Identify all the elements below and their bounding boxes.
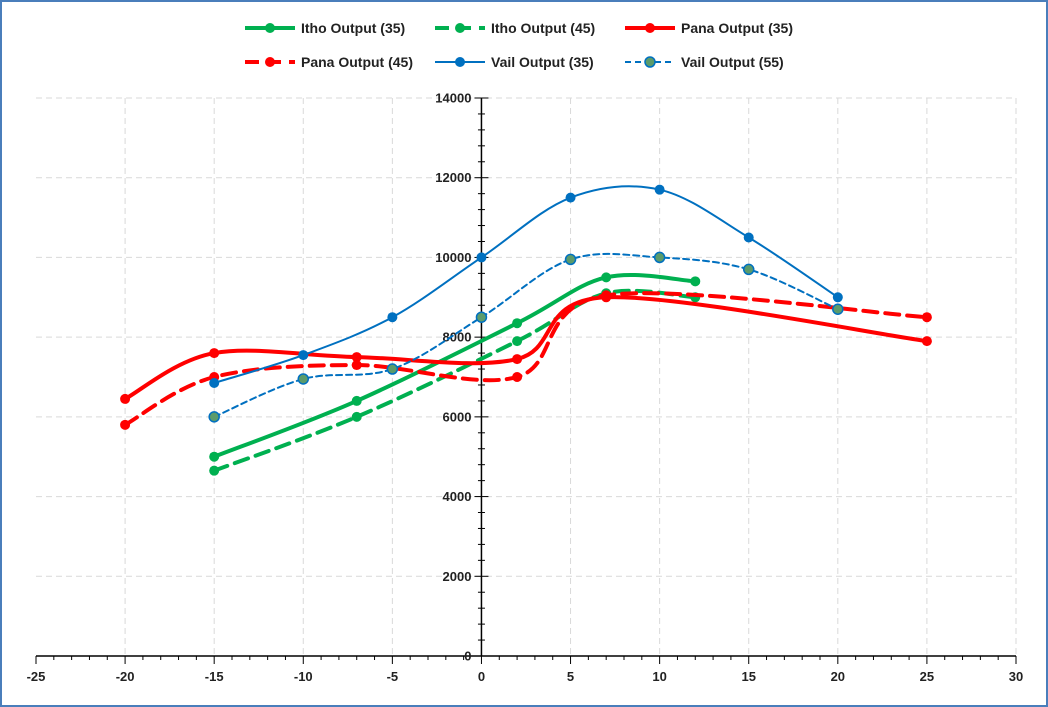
y-tick-label: 14000 — [435, 91, 471, 106]
legend-item-0: Itho Output (35) — [245, 20, 405, 36]
x-tick-label: -10 — [294, 669, 313, 684]
data-point — [475, 311, 488, 323]
data-point — [386, 363, 399, 375]
series-line — [212, 273, 698, 459]
data-point — [209, 465, 220, 476]
data-point — [297, 373, 310, 385]
data-point — [512, 354, 523, 365]
data-point — [476, 252, 487, 263]
legend-label: Vail Output (55) — [681, 54, 784, 70]
series-0 — [209, 272, 701, 462]
data-point — [209, 451, 220, 462]
tick-labels: -25 -20 -15 -10 -5 0 5 10 15 20 25 30 0 2000 4000 6000 8… — [27, 91, 1024, 685]
data-point — [351, 352, 362, 363]
x-tick-label: -15 — [205, 669, 224, 684]
data-point — [298, 350, 309, 361]
data-point — [653, 251, 666, 264]
data-point — [351, 395, 362, 406]
x-tick-label: 0 — [478, 669, 485, 684]
series-line — [213, 252, 839, 418]
data-point — [921, 312, 932, 323]
y-tick-label: 0 — [464, 649, 471, 664]
data-point — [209, 377, 220, 388]
series-line — [212, 288, 698, 473]
y-tick-label: 12000 — [435, 170, 471, 185]
data-point — [601, 272, 612, 283]
data-point — [743, 232, 754, 243]
data-point — [742, 263, 755, 276]
x-tick-label: 30 — [1009, 669, 1023, 684]
data-point — [512, 336, 523, 347]
legend-item-2: Pana Output (35) — [625, 20, 793, 36]
legend-swatch-marker — [645, 23, 655, 33]
legend-item-5: Vail Output (55) — [625, 54, 784, 70]
x-tick-label: 15 — [741, 669, 755, 684]
legend-item-3: Pana Output (45) — [245, 54, 413, 70]
data-point — [351, 360, 362, 371]
series-5 — [208, 251, 844, 423]
legend-label: Pana Output (35) — [681, 20, 793, 36]
legend-label: Itho Output (45) — [491, 20, 595, 36]
legend-label: Pana Output (45) — [301, 54, 413, 70]
data-point — [209, 348, 220, 359]
y-tick-label: 4000 — [443, 489, 472, 504]
data-point — [208, 411, 220, 423]
y-tick-label: 8000 — [443, 330, 472, 345]
x-tick-label: -5 — [387, 669, 399, 684]
data-point — [387, 312, 398, 323]
data-point — [512, 372, 523, 382]
legend-label: Vail Output (35) — [491, 54, 594, 70]
data-point — [832, 303, 844, 315]
legend-label: Itho Output (35) — [301, 20, 405, 36]
legend-swatch-marker — [455, 23, 465, 33]
x-tick-label: 20 — [831, 669, 845, 684]
series-layer — [120, 184, 932, 476]
data-point — [690, 276, 701, 287]
legend-swatch-marker — [455, 57, 465, 67]
x-tick-label: 5 — [567, 669, 574, 684]
axes — [35, 97, 1017, 664]
x-tick-label: -20 — [116, 669, 135, 684]
data-point — [921, 336, 932, 347]
x-tick-label: 10 — [652, 669, 666, 684]
data-point — [564, 253, 577, 266]
data-point — [565, 192, 576, 203]
series-line — [213, 185, 839, 384]
legend-swatch-marker — [644, 56, 656, 68]
series-4 — [209, 184, 843, 388]
data-point — [654, 184, 665, 195]
data-point — [512, 318, 523, 329]
legend-item-1: Itho Output (45) — [435, 20, 595, 36]
x-tick-label: 25 — [920, 669, 934, 684]
data-point — [120, 419, 131, 430]
y-tick-label: 10000 — [435, 250, 471, 265]
legend-swatch-marker — [265, 23, 275, 33]
legend: Itho Output (35) Itho Output (45) Pana Out… — [245, 20, 793, 70]
data-point — [120, 393, 131, 404]
data-point — [601, 290, 612, 301]
x-tick-label: -25 — [27, 669, 46, 684]
y-tick-label: 6000 — [443, 409, 472, 424]
legend-swatch-marker — [265, 57, 275, 67]
data-point — [351, 411, 362, 422]
data-point — [832, 292, 843, 303]
legend-item-4: Vail Output (35) — [435, 54, 594, 70]
y-tick-label: 2000 — [443, 569, 472, 584]
plot-area — [36, 98, 1016, 656]
